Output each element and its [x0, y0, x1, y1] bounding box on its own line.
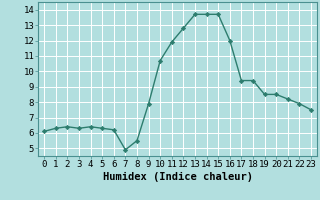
X-axis label: Humidex (Indice chaleur): Humidex (Indice chaleur): [103, 172, 252, 182]
